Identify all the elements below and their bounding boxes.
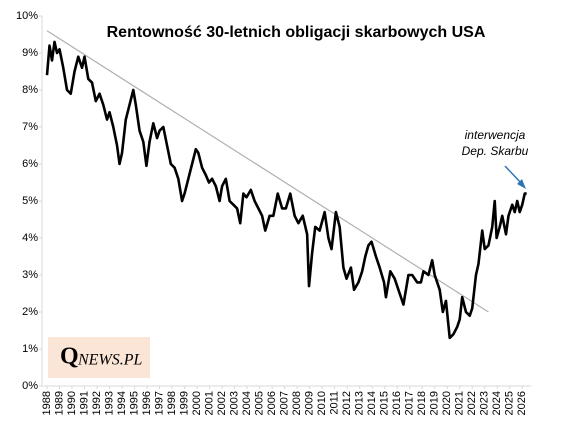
watermark-q: Q bbox=[60, 344, 79, 370]
x-tick-label: 2026 bbox=[516, 391, 528, 415]
y-tick-label: 4% bbox=[22, 232, 38, 244]
annotation-arrowhead bbox=[517, 179, 526, 189]
x-tick-label: 1988 bbox=[41, 391, 53, 415]
trend-line bbox=[46, 30, 489, 313]
x-tick-label: 2002 bbox=[216, 391, 228, 415]
x-tick-label: 2025 bbox=[504, 391, 516, 415]
chart-title: Rentowność 30-letnich obligacji skarbowy… bbox=[107, 24, 486, 41]
x-tick-label: 2008 bbox=[291, 391, 303, 415]
x-tick-label: 2006 bbox=[266, 391, 278, 415]
x-tick-label: 1996 bbox=[141, 391, 153, 415]
y-tick-label: 7% bbox=[22, 121, 38, 133]
x-tick-label: 2020 bbox=[441, 391, 453, 415]
watermark-box bbox=[48, 337, 150, 378]
y-tick-label: 3% bbox=[22, 269, 38, 281]
y-tick-label: 2% bbox=[22, 306, 38, 318]
x-tick-label: 2022 bbox=[466, 391, 478, 415]
x-tick-label: 2011 bbox=[329, 391, 341, 415]
x-tick-label: 2005 bbox=[254, 391, 266, 415]
x-tick-label: 2013 bbox=[354, 391, 366, 415]
x-tick-label: 2023 bbox=[479, 391, 491, 415]
y-tick-label: 5% bbox=[22, 195, 38, 207]
x-tick-label: 2014 bbox=[366, 391, 378, 415]
x-tick-label: 1991 bbox=[78, 391, 90, 415]
x-tick-label: 1998 bbox=[166, 391, 178, 415]
x-tick-label: 2004 bbox=[241, 391, 253, 415]
x-tick-label: 1990 bbox=[66, 391, 78, 415]
x-tick-label: 2024 bbox=[491, 391, 503, 415]
x-tick-label: 1995 bbox=[128, 391, 140, 415]
x-tick-label: 2009 bbox=[304, 391, 316, 415]
watermark-text: NEWS.PL bbox=[77, 352, 143, 369]
x-tick-label: 1999 bbox=[178, 391, 190, 415]
y-tick-label: 1% bbox=[22, 343, 38, 355]
x-tick-label: 2016 bbox=[391, 391, 403, 415]
x-tick-label: 2007 bbox=[279, 391, 291, 415]
x-tick-label: 2000 bbox=[191, 391, 203, 415]
y-tick-label: 8% bbox=[22, 84, 38, 96]
y-tick-label: 10% bbox=[16, 10, 38, 22]
x-tick-label: 2001 bbox=[203, 391, 215, 415]
x-tick-label: 1997 bbox=[153, 391, 165, 415]
y-tick-label: 9% bbox=[22, 47, 38, 59]
x-tick-label: 1993 bbox=[103, 391, 115, 415]
x-tick-label: 1992 bbox=[91, 391, 103, 415]
x-tick-label: 2015 bbox=[379, 391, 391, 415]
x-tick-label: 1989 bbox=[53, 391, 65, 415]
series-line bbox=[45, 40, 527, 340]
annotation: Dep. Skarbu bbox=[462, 144, 529, 158]
annotation: interwencja bbox=[465, 128, 526, 142]
x-tick-label: 1994 bbox=[116, 391, 128, 415]
x-tick-label: 2003 bbox=[229, 391, 241, 415]
annotation-arrow bbox=[504, 165, 523, 185]
y-tick-label: 6% bbox=[22, 158, 38, 170]
x-tick-label: 2021 bbox=[454, 391, 466, 415]
x-tick-label: 2017 bbox=[404, 391, 416, 415]
x-tick-label: 2012 bbox=[341, 391, 353, 415]
x-tick-label: 2010 bbox=[316, 391, 328, 415]
x-tick-label: 2019 bbox=[429, 391, 441, 415]
y-tick-label: 0% bbox=[22, 380, 38, 392]
x-tick-label: 2018 bbox=[416, 391, 428, 415]
plot: 0%1%2%3%4%5%6%7%8%9%10%1988 1989 1990 1991 1… bbox=[16, 10, 531, 415]
